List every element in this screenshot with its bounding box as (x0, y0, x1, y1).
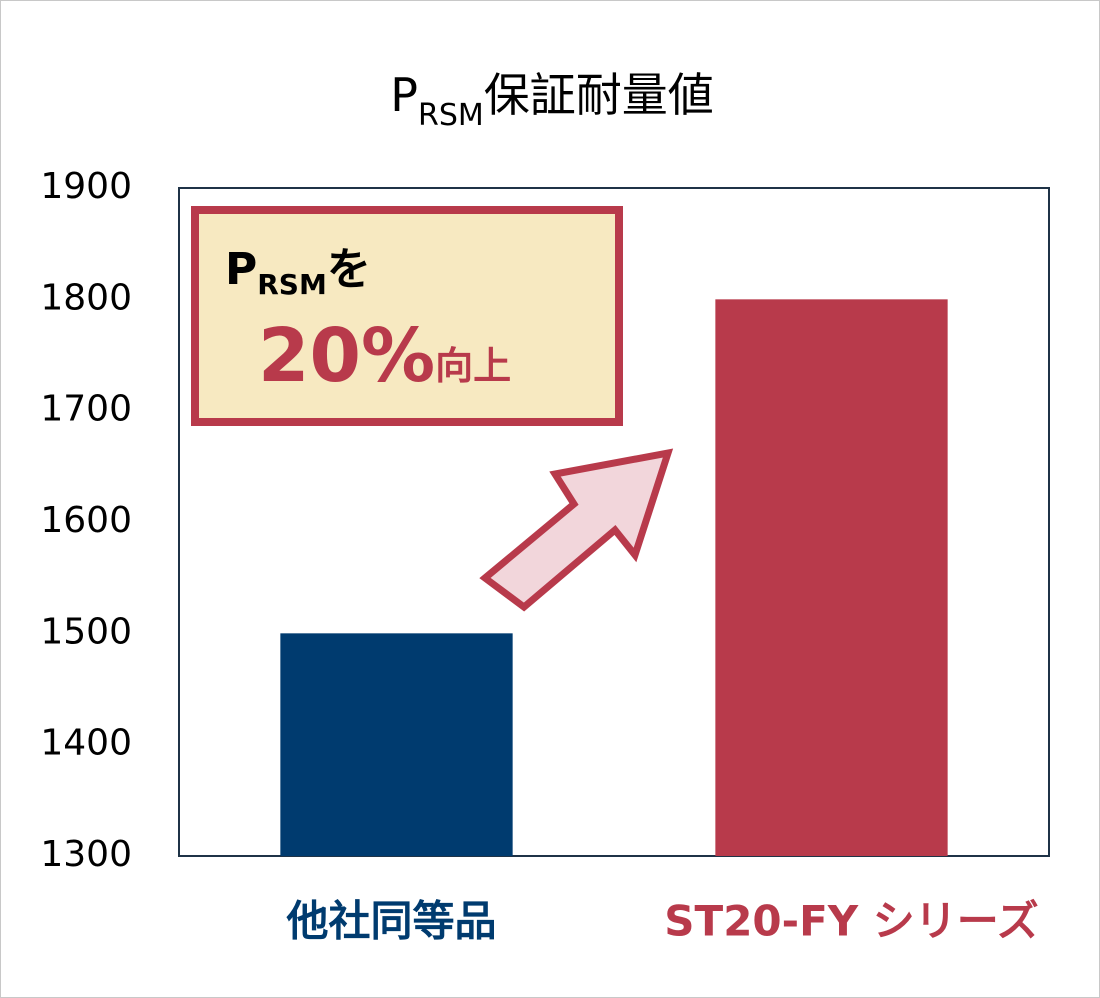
x-tick-label: 他社同等品 (285, 897, 496, 946)
annotation-line2: 20%向上 (258, 313, 511, 399)
annotation-box (191, 206, 623, 426)
y-tick-label: 1900 (40, 166, 132, 207)
y-tick-label: 1400 (40, 723, 132, 764)
bar (280, 633, 513, 856)
y-tick-label: 1700 (40, 389, 132, 430)
annotation-particle: を (327, 244, 371, 295)
bar (715, 299, 948, 856)
title-main: P (390, 68, 418, 122)
chart-title: PRSM保証耐量値 (390, 68, 714, 133)
arrow (479, 448, 674, 612)
title-rest: 保証耐量値 (484, 68, 714, 122)
title-sub: RSM (418, 98, 484, 133)
marks (178, 187, 948, 857)
annotation-line1: PRSMを (225, 244, 371, 301)
y-tick-label: 1800 (40, 277, 132, 318)
y-tick-label: 1500 (40, 611, 132, 652)
annotation-amount: 20% (258, 313, 435, 399)
annotation-rest: 向上 (435, 344, 511, 388)
y-tick-label: 1600 (40, 500, 132, 541)
y-tick-label: 1300 (40, 834, 132, 875)
annotation-main: P (225, 244, 257, 295)
annotation-sub: RSM (257, 268, 327, 301)
x-tick-label: ST20-FY シリーズ (664, 897, 1038, 946)
